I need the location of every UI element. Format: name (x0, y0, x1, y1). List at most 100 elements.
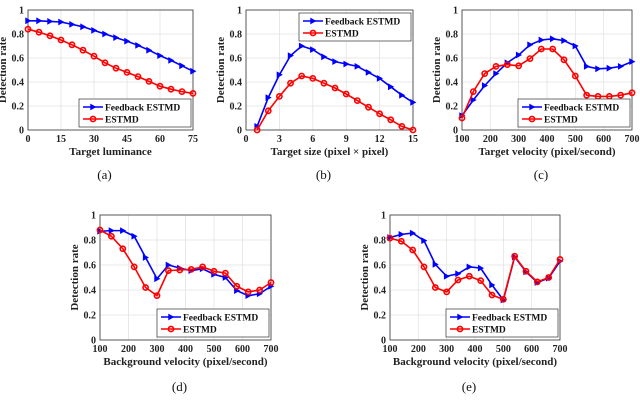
data-point (57, 36, 65, 44)
data-point (572, 42, 579, 50)
x-tick-label: 12 (375, 134, 385, 145)
x-tick-label: 100 (455, 134, 470, 145)
legend-box (156, 308, 270, 338)
data-point (409, 229, 417, 237)
x-tick-label: 600 (524, 344, 539, 355)
y-axis-label: Detection rate (69, 244, 81, 310)
legend: Feedback ESTMD ESTMD (298, 12, 412, 42)
series-estmd (458, 45, 636, 122)
legend-label: Feedback ESTMD (472, 314, 547, 324)
data-point (189, 90, 197, 97)
data-point (221, 269, 229, 277)
data-point (154, 275, 161, 283)
chart-panel-a: 0 15 30 45 60 75 0 0.2 0.4 0.6 0.8 1 Target luminanc… (0, 6, 198, 183)
data-point (488, 291, 496, 299)
x-tick-label: 400 (468, 344, 483, 355)
y-tick-label: 0 (19, 126, 24, 137)
data-point (458, 114, 466, 122)
data-point (387, 116, 395, 124)
data-point (145, 78, 153, 85)
data-point (556, 255, 564, 263)
legend-label: Feedback ESTMD (544, 104, 619, 114)
data-point (320, 79, 328, 87)
x-tick-label: 45 (122, 134, 132, 145)
data-point (265, 94, 272, 101)
data-point (527, 41, 534, 49)
y-tick-label: 1 (19, 6, 24, 17)
data-point (157, 52, 164, 59)
y-tick-label: 0.8 (84, 236, 97, 247)
data-point (376, 110, 383, 118)
data-point (477, 277, 485, 285)
x-tick-label: 100 (93, 344, 108, 355)
x-tick-label: 200 (483, 134, 498, 145)
series-estmd (253, 72, 417, 134)
data-point (399, 91, 406, 99)
series-estmd (96, 226, 275, 300)
chart-panel-e: 100 200 300 400 500 600 700 0 0.2 0.4 0.6 0.8 1 Backg… (359, 211, 568, 395)
x-tick-label: 500 (207, 344, 222, 355)
data-point (264, 107, 272, 115)
data-point (68, 41, 76, 49)
series-line (461, 48, 633, 119)
data-point (538, 36, 545, 44)
y-tick-label: 0.2 (446, 102, 459, 113)
x-tick-label: 3 (277, 134, 282, 145)
y-tick-label: 0.2 (84, 311, 97, 322)
x-tick-label: 400 (178, 344, 193, 355)
legend-label: ESTMD (544, 116, 578, 126)
legend-marker (529, 103, 536, 111)
data-point (101, 59, 109, 67)
data-point (421, 237, 428, 245)
data-point (354, 63, 361, 70)
data-point (253, 126, 261, 134)
series-line (389, 237, 561, 301)
data-point (275, 93, 283, 100)
data-point (398, 123, 406, 130)
chart-panel-d: 100 200 300 400 500 600 700 0 0.2 0.4 0.6 0.8 1 Backg… (69, 211, 279, 395)
data-point (537, 45, 545, 53)
data-point (606, 64, 613, 72)
data-point (310, 46, 317, 53)
data-point (617, 91, 625, 99)
data-point (549, 35, 557, 43)
data-point (298, 72, 306, 80)
y-tick-label: 0.8 (230, 30, 243, 41)
data-point (629, 58, 636, 65)
data-point (376, 75, 383, 82)
data-point (108, 232, 115, 240)
legend-box (78, 98, 192, 128)
data-point (628, 89, 636, 97)
axes-box (99, 214, 272, 341)
y-tick-label: 0.2 (12, 102, 25, 113)
data-point (492, 63, 500, 70)
data-point (130, 263, 138, 271)
data-point (499, 295, 507, 303)
data-point (397, 237, 405, 245)
data-point (409, 246, 417, 254)
x-tick-label: 9 (344, 134, 349, 145)
data-point (511, 252, 519, 260)
data-point (549, 45, 557, 53)
data-point (119, 245, 127, 253)
data-point (617, 63, 625, 70)
data-point (108, 227, 115, 235)
data-point (560, 56, 568, 64)
data-point (256, 286, 263, 294)
data-point (165, 261, 172, 269)
data-point (142, 254, 149, 261)
data-point (47, 18, 54, 25)
y-tick-label: 1 (381, 211, 386, 222)
data-point (179, 62, 186, 70)
data-point (113, 34, 120, 41)
y-tick-label: 1 (453, 6, 458, 17)
data-point (276, 71, 283, 79)
y-tick-label: 1 (237, 6, 242, 17)
data-point (210, 267, 218, 275)
legend: Feedback ESTMD ESTMD (156, 308, 270, 338)
series-line (256, 75, 414, 131)
data-point (176, 266, 184, 274)
data-point (526, 55, 534, 62)
data-point (35, 28, 43, 36)
